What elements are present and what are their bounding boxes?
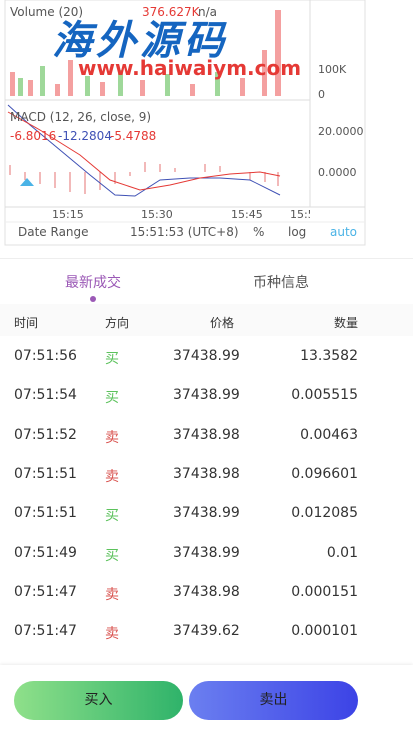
- tab-active[interactable]: 最新成交: [65, 275, 121, 291]
- x-tick: 15:15: [52, 208, 84, 221]
- price-cell: 37438.99: [173, 348, 240, 364]
- side-cell: 卖: [105, 586, 119, 603]
- time-cell: 07:51:51: [14, 465, 77, 482]
- side-cell: 卖: [105, 429, 119, 446]
- axis-label: 0: [318, 88, 325, 101]
- axis-label: 100K: [318, 63, 347, 76]
- header-cell: 方向: [105, 316, 130, 330]
- chart-frame: [4, 0, 366, 246]
- divider: [0, 258, 413, 259]
- price-cell: 37438.99: [173, 387, 240, 404]
- price-cell: 37439.62: [173, 623, 240, 640]
- watermark-title: 海外源码: [52, 17, 228, 64]
- volume-value: 376.627K: [142, 5, 200, 19]
- header-cell: 价格: [210, 316, 235, 330]
- buy-button[interactable]: 买入: [14, 681, 183, 720]
- price-cell: 37438.98: [173, 583, 240, 600]
- time-cell: 07:51:49: [14, 544, 77, 561]
- side-cell: 买: [105, 547, 119, 564]
- price-cell: 37438.98: [173, 465, 240, 482]
- volume-bars: [10, 10, 281, 96]
- amount-cell: 0.000151: [291, 583, 358, 600]
- logo-icon: [20, 178, 34, 186]
- time-cell: 07:51:52: [14, 426, 77, 443]
- side-cell: 买: [105, 390, 119, 407]
- macd-value: -12.2804: [58, 129, 112, 143]
- tab-indicator: [90, 296, 96, 302]
- x-tick: 15:45: [231, 208, 263, 221]
- date-range[interactable]: Date Range: [18, 225, 89, 239]
- time-cell: 07:51:47: [14, 583, 77, 600]
- chart-area: [4, 0, 366, 246]
- sell-button[interactable]: 卖出: [189, 681, 358, 720]
- amount-cell: 0.000101: [291, 623, 358, 640]
- amount-cell: 0.012085: [291, 505, 358, 522]
- side-cell: 卖: [105, 626, 119, 643]
- x-tick: 15:5(: [290, 208, 310, 221]
- auto-toggle[interactable]: auto: [330, 225, 358, 239]
- price-cell: 37438.99: [173, 505, 240, 522]
- watermark-url: www.haiwaiym.com: [78, 56, 302, 80]
- amount-cell: 0.005515: [291, 387, 358, 404]
- volume-na: n/a: [198, 5, 218, 19]
- time-cell: 07:51:54: [14, 387, 77, 404]
- header-cell: 时间: [14, 316, 39, 330]
- table-header: [0, 304, 413, 336]
- macd-label: MACD (12, 26, close, 9): [10, 110, 152, 124]
- side-cell: 买: [105, 351, 119, 367]
- header-cell: 数量: [333, 316, 358, 330]
- axis-label: 20.0000: [318, 125, 364, 138]
- macd-line: [7, 104, 281, 197]
- signal-line: [7, 111, 281, 191]
- macd-value: -5.4788: [110, 129, 157, 143]
- price-cell: 37438.99: [173, 544, 240, 561]
- time-cell: 07:51:56: [14, 348, 77, 364]
- amount-cell: 0.00463: [300, 426, 358, 443]
- side-cell: 卖: [105, 468, 119, 485]
- tab[interactable]: 币种信息: [253, 275, 309, 291]
- amount-cell: 0.096601: [291, 465, 358, 482]
- side-cell: 买: [105, 508, 119, 525]
- price-cell: 37438.98: [173, 426, 240, 443]
- time-zone[interactable]: 15:51:53 (UTC+8): [130, 225, 239, 239]
- amount-cell: 13.3582: [300, 348, 358, 364]
- log-toggle[interactable]: log: [288, 225, 307, 239]
- percent-toggle[interactable]: %: [253, 225, 265, 239]
- amount-cell: 0.01: [326, 544, 358, 561]
- x-tick: 15:30: [141, 208, 173, 221]
- volume-label: Volume (20): [10, 5, 84, 19]
- time-cell: 07:51:47: [14, 623, 77, 640]
- time-cell: 07:51:51: [14, 505, 77, 522]
- axis-label: 0.0000: [318, 166, 357, 179]
- macd-histogram: [9, 162, 279, 194]
- macd-value: -6.8016: [10, 129, 57, 143]
